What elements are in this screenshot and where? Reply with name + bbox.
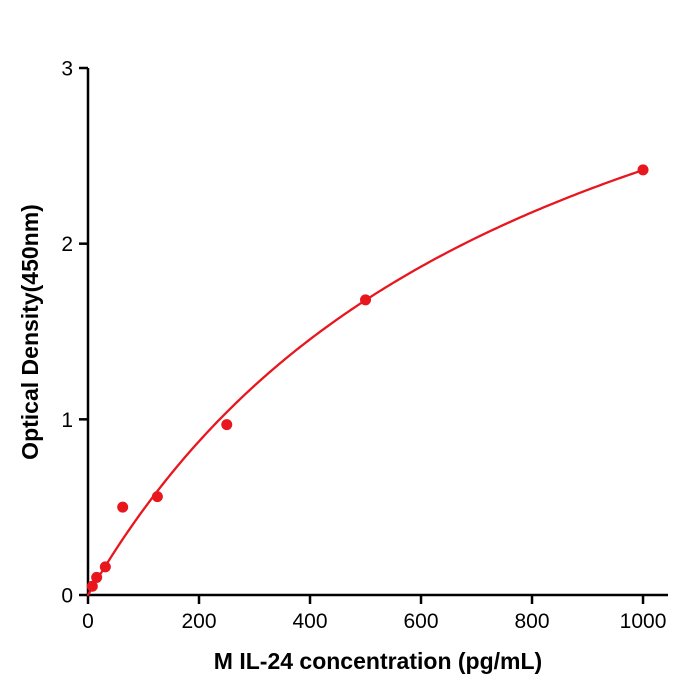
x-tick-label: 200 — [181, 610, 216, 633]
y-tick-label: 3 — [61, 58, 73, 81]
x-tick-label: 0 — [82, 610, 94, 633]
x-tick-label: 800 — [514, 610, 549, 633]
x-tick-label: 600 — [403, 610, 438, 633]
y-tick-label: 2 — [61, 233, 73, 256]
data-point — [91, 571, 103, 583]
data-point — [360, 294, 372, 306]
data-point — [221, 419, 233, 431]
data-point — [151, 491, 163, 503]
y-axis-title: Optical Density(450nm) — [17, 204, 43, 460]
y-tick-label: 0 — [61, 585, 73, 608]
data-point — [86, 580, 98, 592]
data-point — [637, 164, 649, 176]
data-point — [117, 501, 129, 513]
x-tick-label: 400 — [292, 610, 327, 633]
data-point — [99, 561, 111, 573]
fit-curve — [86, 168, 645, 597]
x-tick-label: 1000 — [620, 610, 667, 633]
y-tick-label: 1 — [61, 409, 73, 432]
x-axis-title: M IL-24 concentration (pg/mL) — [214, 648, 542, 674]
